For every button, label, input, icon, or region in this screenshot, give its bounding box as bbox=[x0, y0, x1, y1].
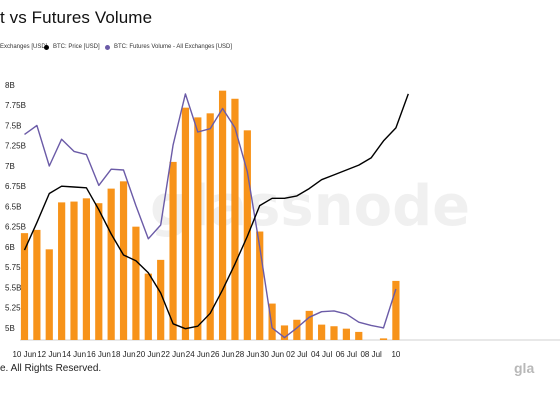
x-tick-label: 18 Jun bbox=[112, 350, 136, 359]
bar-exchanges bbox=[305, 310, 313, 340]
chart-title: t vs Futures Volume bbox=[0, 8, 153, 27]
chart-legend: Exchanges [USD] BTC: Price [USD] BTC: Fu… bbox=[0, 44, 560, 58]
brand-logo-text: gla bbox=[514, 360, 535, 376]
line-btc-price bbox=[23, 93, 409, 330]
y-tick-label: 6.75B bbox=[5, 182, 26, 191]
bar-exchanges bbox=[318, 324, 326, 340]
bar-exchanges bbox=[82, 198, 90, 340]
x-tick-label: 16 Jun bbox=[87, 350, 111, 359]
bar-exchanges bbox=[218, 90, 227, 341]
y-tick-label: 7.5B bbox=[5, 121, 21, 130]
x-tick-label: 06 Jul bbox=[336, 350, 358, 359]
x-tick-label: 22 Jun bbox=[161, 350, 185, 359]
legend-item-exchanges[interactable]: Exchanges [USD] bbox=[0, 44, 47, 50]
bar-exchanges bbox=[20, 233, 29, 340]
x-tick-label: 10 Jun bbox=[12, 350, 36, 359]
bar-exchanges bbox=[45, 249, 53, 340]
line-futures-volume bbox=[24, 93, 397, 339]
x-tick-label: 10 bbox=[391, 350, 400, 359]
y-tick-label: 5.5B bbox=[5, 283, 21, 292]
legend-swatch-price bbox=[44, 44, 49, 50]
bar-exchanges bbox=[231, 98, 239, 340]
legend-label-price: BTC: Price [USD] bbox=[53, 44, 100, 50]
y-tick-label: 5.75B bbox=[5, 263, 26, 272]
bar-exchanges bbox=[293, 319, 301, 340]
bar-exchanges bbox=[181, 107, 190, 341]
bar-exchanges bbox=[144, 273, 152, 340]
bar-exchanges bbox=[119, 181, 128, 340]
y-tick-label: 5B bbox=[5, 324, 15, 333]
y-tick-label: 7.75B bbox=[5, 101, 26, 110]
legend-label-futures-volume: BTC: Futures Volume - All Exchanges [USD… bbox=[114, 44, 233, 50]
bar-exchanges bbox=[256, 231, 264, 340]
bar-exchanges bbox=[342, 328, 350, 340]
x-tick-label: 12 Jun bbox=[37, 350, 61, 359]
bar-exchanges bbox=[194, 117, 202, 340]
x-tick-label: 02 Jul bbox=[286, 350, 308, 359]
x-tick-label: 20 Jun bbox=[136, 350, 160, 359]
y-tick-label: 6.5B bbox=[5, 202, 21, 211]
bar-exchanges bbox=[33, 229, 41, 340]
bar-exchanges bbox=[330, 326, 338, 340]
bar-exchanges bbox=[280, 325, 289, 340]
y-tick-label: 6.25B bbox=[5, 223, 26, 232]
x-tick-label: 30 Jun bbox=[260, 350, 284, 359]
footer-copyright: e. All Rights Reserved. bbox=[0, 363, 102, 374]
bar-exchanges bbox=[392, 280, 400, 340]
bar-exchanges bbox=[70, 201, 78, 340]
legend-item-price[interactable]: BTC: Price [USD] bbox=[44, 44, 100, 50]
x-tick-label: 28 Jun bbox=[235, 350, 259, 359]
legend-item-futures-volume[interactable]: BTC: Futures Volume - All Exchanges [USD… bbox=[105, 44, 232, 50]
x-tick-label: 24 Jun bbox=[186, 350, 210, 359]
bar-exchanges bbox=[355, 331, 363, 340]
bar-exchanges bbox=[169, 161, 177, 340]
x-tick-label: 08 Jul bbox=[360, 350, 382, 359]
x-tick-label: 26 Jun bbox=[211, 350, 235, 359]
y-tick-label: 6B bbox=[5, 243, 15, 252]
bar-exchanges bbox=[206, 113, 214, 340]
bar-exchanges bbox=[268, 303, 276, 340]
x-tick-label: 04 Jul bbox=[311, 350, 333, 359]
y-tick-label: 5.25B bbox=[5, 304, 26, 313]
legend-swatch-futures-volume bbox=[105, 44, 110, 50]
x-tick-label: 14 Jun bbox=[62, 350, 86, 359]
bar-exchanges bbox=[58, 202, 66, 340]
watermark-text: glassnode bbox=[150, 174, 470, 239]
bar-exchanges bbox=[132, 226, 140, 340]
y-tick-label: 7.25B bbox=[5, 142, 26, 151]
bar-exchanges bbox=[379, 338, 388, 340]
y-tick-label: 8B bbox=[5, 81, 15, 90]
y-tick-label: 7B bbox=[5, 162, 15, 171]
bar-exchanges bbox=[95, 203, 103, 340]
bar-exchanges bbox=[107, 188, 115, 340]
legend-label-exchanges: Exchanges [USD] bbox=[0, 44, 48, 50]
bar-exchanges bbox=[157, 259, 165, 340]
